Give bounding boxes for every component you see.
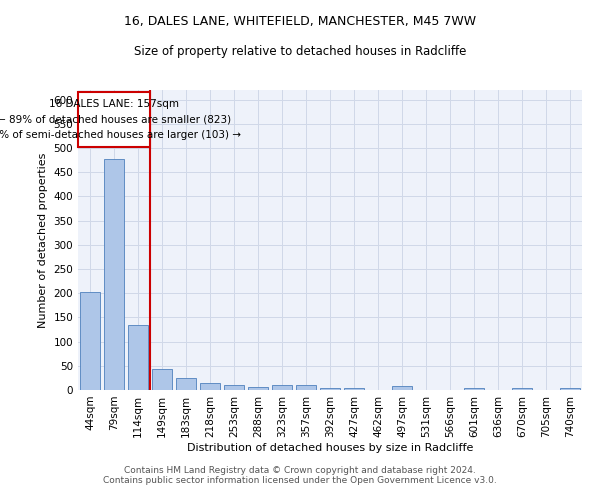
Bar — [104, 158, 124, 390]
Bar — [152, 369, 172, 390]
Bar — [128, 324, 148, 390]
Bar — [272, 385, 292, 390]
Text: Contains HM Land Registry data © Crown copyright and database right 2024.
Contai: Contains HM Land Registry data © Crown c… — [103, 466, 497, 485]
Bar — [224, 384, 244, 390]
Bar — [512, 388, 532, 390]
Text: ← 89% of detached houses are smaller (823): ← 89% of detached houses are smaller (82… — [0, 114, 231, 124]
Bar — [464, 388, 484, 390]
X-axis label: Distribution of detached houses by size in Radcliffe: Distribution of detached houses by size … — [187, 442, 473, 452]
Bar — [560, 388, 580, 390]
Text: 16 DALES LANE: 157sqm: 16 DALES LANE: 157sqm — [49, 100, 179, 110]
Bar — [200, 382, 220, 390]
Bar — [320, 388, 340, 390]
Bar — [296, 385, 316, 390]
Text: 16, DALES LANE, WHITEFIELD, MANCHESTER, M45 7WW: 16, DALES LANE, WHITEFIELD, MANCHESTER, … — [124, 15, 476, 28]
Bar — [176, 378, 196, 390]
Bar — [248, 387, 268, 390]
Bar — [78, 92, 150, 146]
Y-axis label: Number of detached properties: Number of detached properties — [38, 152, 48, 328]
Text: Size of property relative to detached houses in Radcliffe: Size of property relative to detached ho… — [134, 45, 466, 58]
Text: 11% of semi-detached houses are larger (103) →: 11% of semi-detached houses are larger (… — [0, 130, 241, 140]
Bar — [80, 292, 100, 390]
Bar — [344, 388, 364, 390]
Bar — [392, 386, 412, 390]
